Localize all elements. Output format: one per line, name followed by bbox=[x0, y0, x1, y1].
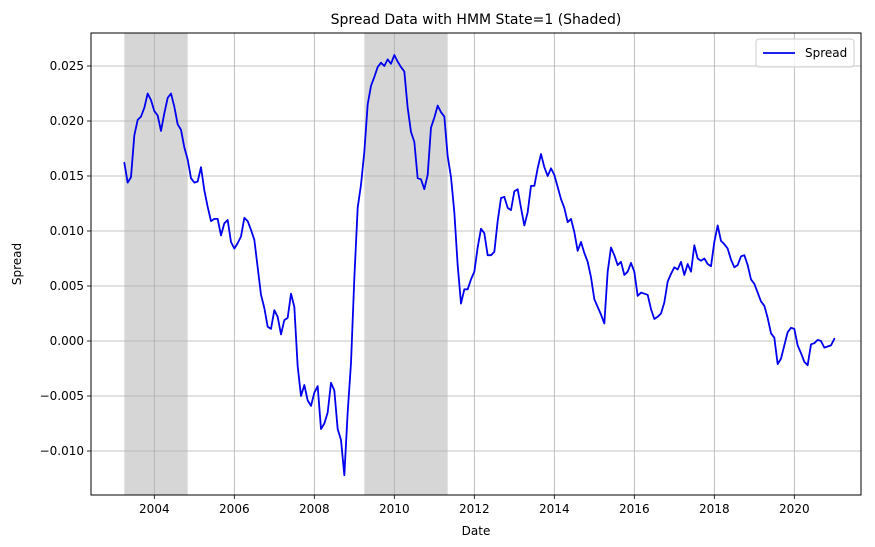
y-tick-label: 0.010 bbox=[50, 224, 84, 238]
y-tick-label: 0.025 bbox=[50, 59, 84, 73]
x-tick-label: 2010 bbox=[379, 502, 410, 516]
legend-box bbox=[755, 38, 855, 68]
y-axis-ticks: −0.010 −0.005 0.000 0.005 0.010 0.015 0.020 0.0… bbox=[40, 59, 91, 458]
chart-title: Spread Data with HMM State=1 (Shaded) bbox=[331, 12, 622, 28]
y-tick-label: −0.005 bbox=[40, 389, 84, 403]
legend: Spread bbox=[755, 38, 855, 68]
x-tick-label: 2018 bbox=[699, 502, 730, 516]
x-tick-label: 2016 bbox=[619, 502, 650, 516]
x-tick-label: 2012 bbox=[459, 502, 490, 516]
x-axis-label: Date bbox=[462, 524, 491, 538]
y-tick-label: 0.000 bbox=[50, 334, 84, 348]
y-tick-label: 0.020 bbox=[50, 114, 84, 128]
grid bbox=[91, 33, 861, 495]
series-line-spread bbox=[123, 54, 836, 477]
x-tick-label: 2006 bbox=[219, 502, 250, 516]
y-tick-label: 0.005 bbox=[50, 279, 84, 293]
plot-frame bbox=[90, 32, 862, 496]
x-tick-label: 2020 bbox=[779, 502, 810, 516]
x-axis-ticks: 2004 2006 2008 2010 2012 2014 2016 2018 2020 bbox=[139, 495, 810, 516]
legend-label-spread: Spread bbox=[805, 46, 847, 60]
shaded-region-2 bbox=[364, 33, 448, 495]
y-tick-label: −0.010 bbox=[40, 444, 84, 458]
y-axis-label: Spread bbox=[10, 243, 24, 285]
series-layer bbox=[123, 54, 836, 477]
shaded-regions bbox=[124, 33, 448, 495]
x-tick-label: 2004 bbox=[139, 502, 170, 516]
shaded-region-1 bbox=[124, 33, 188, 495]
y-tick-label: 0.015 bbox=[50, 169, 84, 183]
x-tick-label: 2008 bbox=[299, 502, 330, 516]
x-tick-label: 2014 bbox=[539, 502, 570, 516]
